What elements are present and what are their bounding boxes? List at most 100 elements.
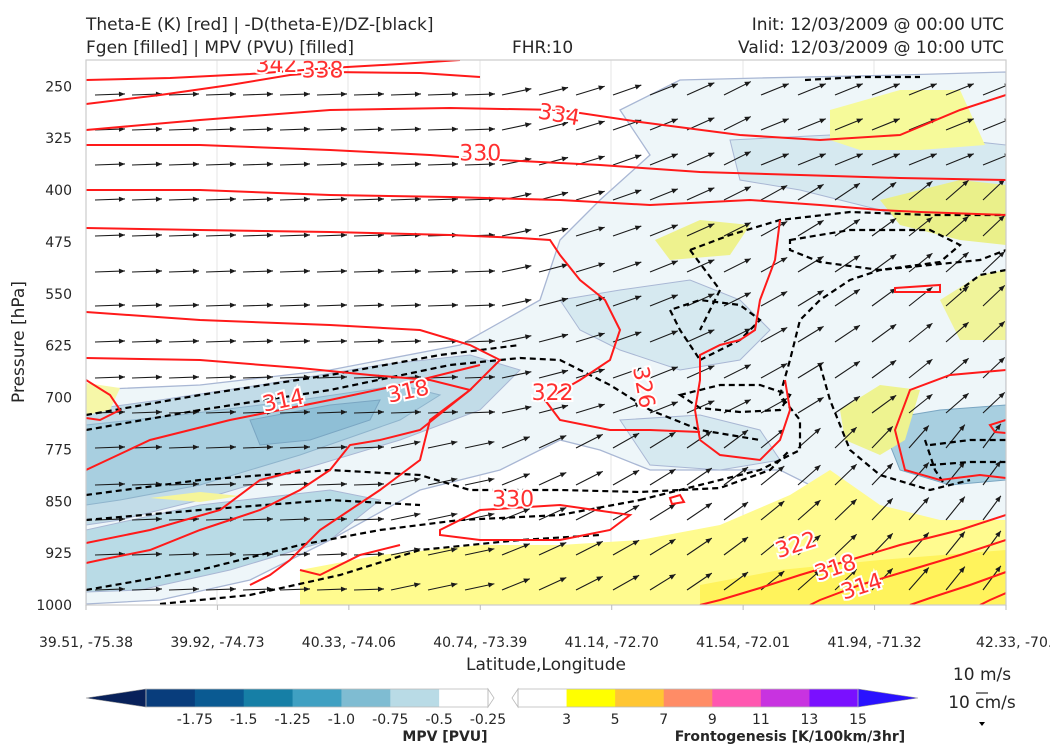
wind-vector-head: [340, 196, 347, 202]
wind-vector-head: [524, 122, 532, 128]
wind-vector-head: [303, 302, 310, 308]
x-tick-label: 40.74, -73.39: [433, 635, 527, 651]
wind-vector-head: [856, 153, 863, 159]
wind-vector-head: [671, 330, 678, 336]
colorbar-segment: [243, 689, 294, 707]
wind-vector-head: [671, 118, 678, 124]
wind-vector-head: [705, 573, 712, 579]
wind-vector-head: [853, 219, 860, 225]
wind-vector-head: [303, 126, 310, 132]
wind-vector-head: [886, 426, 893, 433]
wind-vector-head: [744, 399, 751, 405]
wind-vector-head: [780, 257, 788, 263]
wind-vector-head: [266, 91, 273, 97]
dthetae-dz-contours: [86, 75, 1006, 605]
theta-e-label: 338: [302, 59, 344, 84]
wind-vector-head: [229, 338, 236, 344]
plot-border: [85, 59, 1007, 606]
wind-vector-head: [488, 91, 495, 97]
fgen-left-small: [150, 492, 240, 502]
wind-vector-head: [377, 161, 384, 167]
wind-vector-head: [524, 228, 532, 234]
wind-vector-head: [340, 126, 347, 132]
wind-vector-head: [451, 409, 458, 415]
wind-vector-head: [229, 481, 236, 487]
x-tick-label: 39.51, -75.38: [39, 635, 133, 651]
colorbar-tick-label: 3: [562, 712, 571, 728]
wind-vector-head: [995, 530, 1001, 538]
wind-vector-head: [377, 444, 384, 450]
y-tick-label: 775: [45, 442, 72, 458]
wind-vector-head: [414, 338, 421, 344]
wind-vector-head: [671, 366, 678, 372]
wind-vector-head: [192, 374, 199, 380]
wind-vector-head: [705, 538, 712, 544]
wind-vector-head: [561, 369, 569, 375]
wind-vector-head: [598, 403, 605, 409]
wind-vector-head: [780, 291, 788, 297]
wind-vector-head: [303, 551, 310, 557]
colorbar-segment: [292, 689, 342, 707]
colorbar-tick-label: 7: [659, 712, 668, 728]
wind-vector-head: [303, 232, 310, 238]
wind-vector-head: [780, 327, 788, 333]
wind-vector-head: [118, 338, 125, 344]
wind-vector-head: [634, 261, 642, 267]
colorbar-segment: [809, 689, 859, 707]
wind-vector-head: [487, 547, 495, 553]
wind-vector-head: [155, 444, 162, 450]
wind-vector-head: [266, 196, 273, 202]
wind-vector-head: [998, 357, 1005, 364]
wind-vector-head: [413, 582, 421, 588]
wind-vector-head: [561, 333, 569, 339]
colorbar-segment: [146, 689, 196, 707]
colorbar-extend-arrow: [487, 687, 495, 709]
wind-vector-head: [671, 260, 678, 266]
x-tick-label: 42.33, -70.6: [976, 635, 1050, 651]
x-axis-label: Latitude,Longitude: [466, 655, 626, 675]
y-tick-label: 625: [45, 339, 72, 355]
colorbar-segment: [760, 689, 810, 707]
wind-vector-head: [303, 586, 310, 592]
wind-vector-head: [413, 477, 421, 483]
wind-vector-head: [155, 302, 162, 308]
wind-vector-head: [962, 393, 969, 400]
wind-vector-head: [707, 187, 715, 193]
wind-vector-head: [523, 578, 530, 584]
theta-e-contours: [86, 60, 1006, 605]
wind-vector-head: [926, 253, 933, 260]
wind-vector-head: [377, 302, 384, 308]
wind-vector-head: [998, 321, 1005, 328]
wind-vector-head: [962, 358, 969, 365]
wind-vector-head: [922, 532, 929, 539]
wind-vector-head: [524, 264, 532, 270]
wind-vector-head: [671, 294, 678, 300]
colorbar-segment: [663, 689, 713, 707]
wind-vector-head: [853, 255, 860, 261]
wind-vector-head: [451, 91, 458, 97]
colorbar-segment: [566, 689, 616, 707]
wind-vector-head: [598, 120, 605, 126]
wind-vector-head: [856, 118, 863, 124]
wind-vector-head: [598, 226, 605, 232]
wind-vector-head: [192, 126, 199, 132]
mpv-right-core: [879, 404, 1006, 486]
theta-e-label: 342: [256, 53, 298, 78]
wind-vector-head: [856, 83, 863, 89]
wind-vector-head: [266, 551, 273, 557]
wind-vector-head: [192, 268, 199, 274]
wind-vector-head: [155, 409, 162, 415]
wind-vector-head: [303, 91, 310, 97]
wind-vector-head: [850, 464, 857, 471]
wind-vector-head: [850, 427, 857, 434]
wind-vector-head: [451, 126, 458, 132]
wind-vector-head: [155, 126, 162, 132]
wind-vector-head: [229, 586, 236, 592]
wind-vector-head: [524, 298, 532, 304]
colorbar-extend-arrow: [511, 687, 519, 709]
wind-vector-head: [340, 91, 347, 97]
wind-vector-head: [995, 460, 1001, 468]
wind-vector-head: [303, 196, 310, 202]
valid-time: Valid: 12/03/2009 @ 10:00 UTC: [738, 38, 1004, 58]
wind-vector-head: [814, 428, 821, 435]
